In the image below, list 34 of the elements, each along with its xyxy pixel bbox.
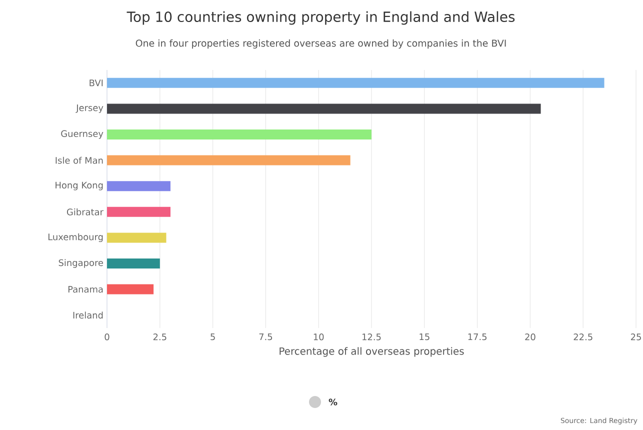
x-tick-label: 2.5 xyxy=(153,334,166,340)
y-tick-label: Isle of Man xyxy=(56,156,103,164)
x-tick-label: 0 xyxy=(104,334,110,340)
y-tick-label: Guernsey xyxy=(61,130,104,139)
x-tick-label: 10 xyxy=(314,334,324,340)
bar xyxy=(107,258,160,268)
y-tick-label: Panama xyxy=(68,286,103,293)
bar xyxy=(107,181,170,192)
bar xyxy=(107,206,170,217)
x-tick-label: 20 xyxy=(525,334,536,340)
bar xyxy=(107,232,166,243)
bar xyxy=(107,78,604,88)
y-tick-label: BVI xyxy=(90,80,103,86)
x-tick-label: 5 xyxy=(210,334,215,340)
y-tick-label: Ireland xyxy=(73,312,103,319)
y-tick-label: Gibratar xyxy=(66,208,104,216)
bar xyxy=(107,104,541,114)
x-tick-label: 17.5 xyxy=(468,334,486,340)
y-tick-label: Jersey xyxy=(76,104,104,113)
y-tick-label: Hong Kong xyxy=(56,182,103,190)
x-tick-label: 12.5 xyxy=(362,334,381,340)
y-tick-label: Luxembourg xyxy=(48,233,103,242)
x-tick-label: 15 xyxy=(420,334,430,340)
x-tick-label: 7.5 xyxy=(259,334,272,340)
text: % xyxy=(328,398,338,406)
chart-title: Top 10 countries owning property in England and Wales xyxy=(126,11,515,25)
bar xyxy=(107,155,350,166)
y-tick-label: Singapore xyxy=(58,259,104,268)
x-tick-label: 25 xyxy=(630,334,641,340)
bar xyxy=(107,284,154,294)
bar xyxy=(107,129,372,140)
x-tick-label: 22.5 xyxy=(574,334,592,340)
x-axis-title: Percentage of all overseas properties xyxy=(280,347,464,357)
chart-subtitle: One in four properties registered overseas are owned by companies in the BVI xyxy=(136,39,506,49)
